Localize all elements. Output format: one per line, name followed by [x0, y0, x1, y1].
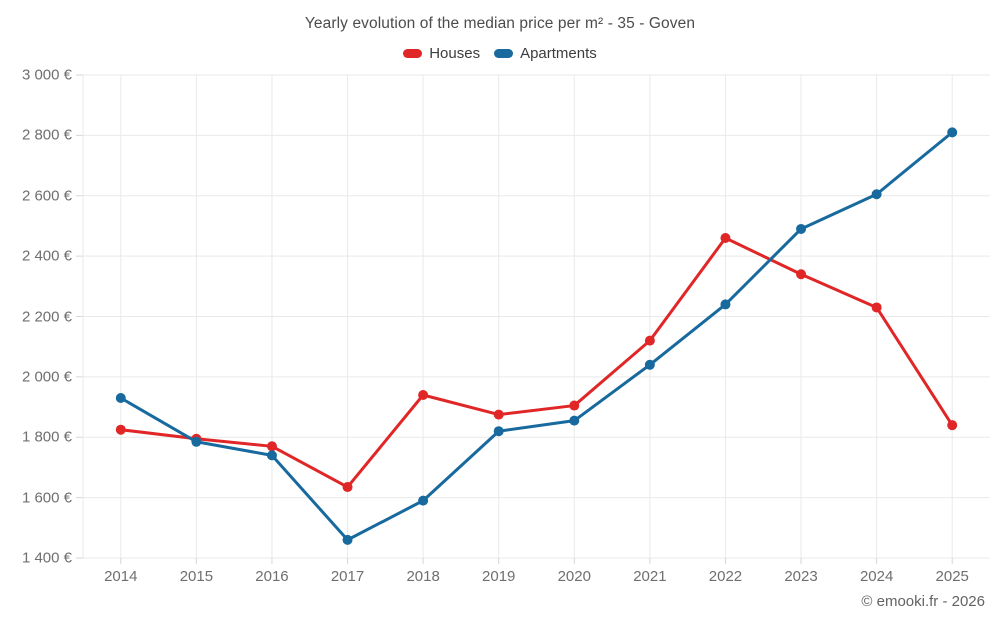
x-axis-label: 2020 — [557, 568, 591, 585]
x-axis-label: 2025 — [935, 568, 969, 585]
y-axis-label: 3 000 € — [21, 66, 72, 84]
data-point-apartments-2025 — [947, 127, 958, 138]
y-axis-label: 2 600 € — [21, 187, 72, 205]
legend-label-apartments: Apartments — [520, 45, 597, 62]
x-axis-label: 2014 — [104, 568, 138, 585]
legend-label-houses: Houses — [429, 45, 481, 62]
y-axis-label: 2 200 € — [21, 308, 72, 325]
data-point-apartments-2020 — [569, 415, 580, 426]
data-point-apartments-2021 — [644, 359, 655, 370]
y-axis-label: 2 000 € — [21, 368, 72, 386]
data-point-houses-2022 — [720, 233, 731, 244]
legend-item-houses[interactable]: Houses — [403, 45, 480, 62]
data-point-apartments-2015 — [191, 436, 202, 447]
x-axis-label: 2019 — [482, 568, 516, 585]
data-point-apartments-2022 — [720, 299, 731, 310]
x-axis-label: 2018 — [406, 568, 440, 585]
houses-series-swatch-icon — [403, 49, 423, 58]
data-point-houses-2017 — [342, 482, 353, 493]
y-axis-label: 1 800 € — [21, 428, 72, 446]
x-axis-label: 2023 — [784, 568, 818, 585]
data-point-houses-2018 — [418, 389, 429, 400]
y-axis-label: 2 800 € — [21, 126, 72, 144]
x-axis-label: 2021 — [633, 568, 667, 585]
data-point-houses-2024 — [871, 302, 882, 313]
x-axis-label: 2024 — [859, 568, 894, 585]
data-point-apartments-2019 — [493, 426, 504, 437]
y-axis-label: 1 600 € — [21, 489, 72, 507]
y-axis-label: 2 400 € — [21, 247, 72, 265]
data-point-apartments-2016 — [266, 450, 277, 461]
apartments-series-swatch-icon — [494, 49, 514, 58]
data-point-houses-2020 — [569, 400, 580, 411]
data-point-apartments-2018 — [418, 495, 429, 506]
series-line-houses — [119, 236, 954, 489]
credit-text: © emooki.fr - 2026 — [861, 593, 985, 610]
chart-title: Yearly evolution of the median price per… — [304, 15, 696, 32]
data-point-houses-2023 — [796, 269, 807, 280]
data-point-houses-2025 — [947, 420, 958, 431]
series-line-apartments — [119, 130, 954, 542]
data-point-apartments-2023 — [796, 223, 807, 234]
data-point-houses-2021 — [644, 335, 655, 346]
chart-legend: Houses Apartments — [0, 45, 1000, 62]
x-axis-label: 2016 — [255, 568, 289, 585]
data-point-apartments-2014 — [115, 393, 126, 404]
data-point-apartments-2017 — [342, 534, 353, 545]
legend-item-apartments[interactable]: Apartments — [494, 45, 597, 62]
y-axis-label: 1 400 € — [21, 549, 72, 567]
x-axis-label: 2022 — [708, 568, 743, 585]
x-axis-label: 2017 — [330, 568, 365, 585]
data-point-apartments-2024 — [871, 189, 882, 200]
data-point-houses-2014 — [115, 424, 126, 435]
data-point-houses-2016 — [266, 441, 277, 452]
data-point-houses-2019 — [493, 409, 504, 420]
x-axis-label: 2015 — [179, 568, 214, 585]
